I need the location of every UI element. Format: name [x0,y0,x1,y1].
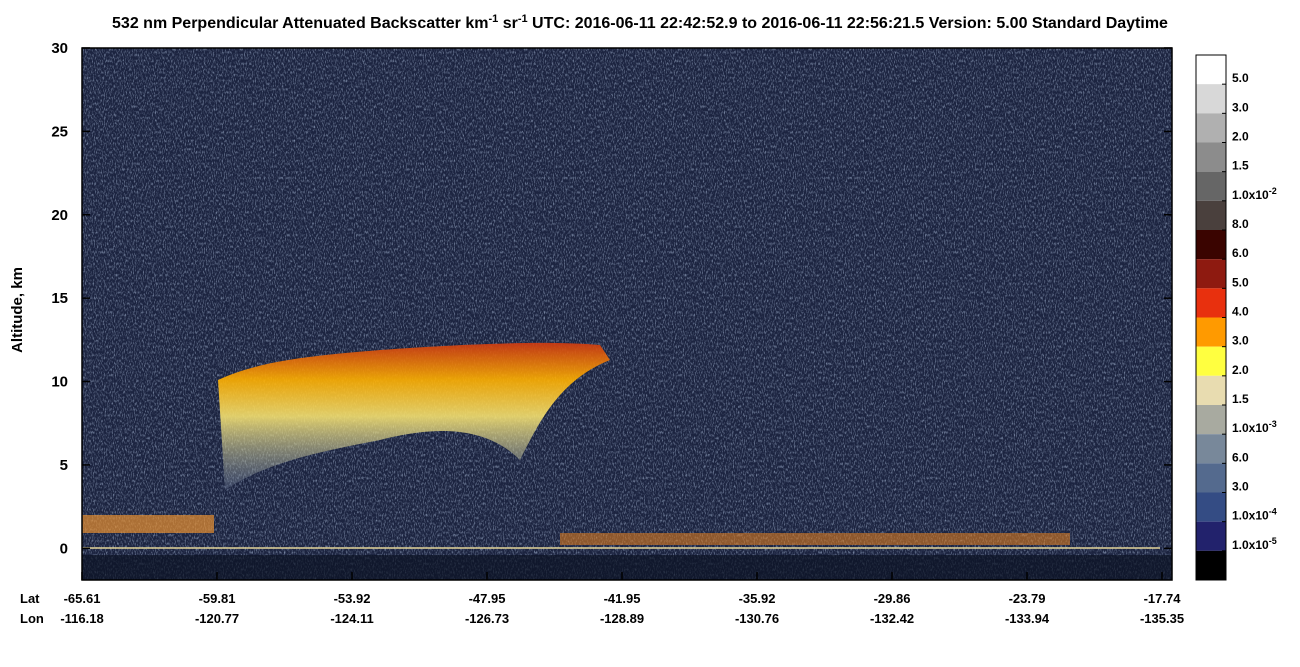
colorbar-box [1196,113,1226,143]
colorbar-label-text: 1.0x10 [1232,509,1269,523]
curtain-image [82,48,1172,580]
title-part: -1 [518,13,528,25]
lon-label: -132.42 [870,611,914,626]
colorbar-label-exponent: -3 [1269,419,1277,429]
colorbar-box [1196,521,1226,551]
colorbar-box [1196,84,1226,114]
colorbar-label: 3.0 [1232,100,1249,114]
colorbar-box [1196,375,1226,405]
colorbar-label-text: 3.0 [1232,100,1249,114]
colorbar-box [1196,142,1226,172]
colorbar-label: 6.0 [1232,246,1249,260]
colorbar-label-text: 1.5 [1232,392,1249,406]
y-tick-label: 15 [51,290,68,307]
colorbar-label-text: 2.0 [1232,130,1249,144]
lon-label: -130.76 [735,611,779,626]
colorbar-box [1196,346,1226,376]
y-tick-label: 30 [51,40,68,57]
colorbar-label-text: 1.0x10 [1232,188,1269,202]
colorbar-label: 2.0 [1232,130,1249,144]
colorbar-label: 1.0x10-2 [1232,186,1277,202]
title-part: 532 nm Perpendicular Attenuated Backscat… [112,15,488,32]
colorbar-label-text: 3.0 [1232,480,1249,494]
lat-label: -53.92 [334,591,371,606]
lat-label: -23.79 [1009,591,1046,606]
colorbar-box [1196,434,1226,464]
colorbar-box [1196,230,1226,260]
colorbar-label-text: 4.0 [1232,305,1249,319]
colorbar-label: 1.0x10-3 [1232,419,1277,435]
y-tick-label: 10 [51,374,68,391]
colorbar-label-text: 5.0 [1232,275,1249,289]
colorbar-label: 1.0x10-4 [1232,507,1277,523]
colorbar-label: 8.0 [1232,217,1249,231]
colorbar-label: 6.0 [1232,450,1249,464]
chart-title: 532 nm Perpendicular Attenuated Backscat… [112,13,1168,32]
colorbar-label-text: 6.0 [1232,450,1249,464]
lat-label: -47.95 [469,591,506,606]
colorbar-box [1196,200,1226,230]
colorbar-box [1196,171,1226,201]
colorbar-label-text: 6.0 [1232,246,1249,260]
colorbar-box [1196,550,1226,580]
x-row-name: Lat [20,591,40,606]
y-tick-label: 0 [60,540,68,557]
colorbar-label-text: 1.0x10 [1232,421,1269,435]
colorbar-label: 4.0 [1232,305,1249,319]
title-part: UTC: 2016-06-11 22:42:52.9 to 2016-06-11… [528,15,1168,32]
title-part: sr [498,15,518,32]
title-part: -1 [488,13,498,25]
colorbar-box [1196,288,1226,318]
colorbar-box [1196,317,1226,347]
colorbar-label: 1.0x10-5 [1232,536,1277,552]
colorbar-label-text: 2.0 [1232,363,1249,377]
colorbar-label-exponent: -4 [1269,507,1277,517]
colorbar-label-exponent: -5 [1269,536,1277,546]
lon-label: -120.77 [195,611,239,626]
colorbar-label: 3.0 [1232,334,1249,348]
colorbar-label-text: 8.0 [1232,217,1249,231]
lon-label: -135.35 [1140,611,1184,626]
lon-label: -133.94 [1005,611,1050,626]
lat-label: -59.81 [199,591,236,606]
lon-label: -126.73 [465,611,509,626]
colorbar-label-text: 1.0x10 [1232,538,1269,552]
colorbar-label: 2.0 [1232,363,1249,377]
lat-label: -35.92 [739,591,776,606]
lat-label: -65.61 [64,591,101,606]
plot-frame [81,47,1173,581]
lon-label: -124.11 [330,611,373,626]
colorbar-label: 1.5 [1232,159,1249,173]
colorbar-box [1196,259,1226,289]
lon-label: -116.18 [60,611,103,626]
colorbar-label: 1.5 [1232,392,1249,406]
colorbar-label: 5.0 [1232,71,1249,85]
colorbar-box [1196,405,1226,435]
x-row-name: Lon [20,611,44,626]
y-tick-label: 25 [51,123,68,140]
lon-label: -128.89 [600,611,644,626]
y-tick-label: 20 [51,207,68,224]
colorbar-box [1196,55,1226,85]
lat-label: -17.74 [1144,591,1182,606]
colorbar-label-text: 5.0 [1232,71,1249,85]
colorbar-label: 3.0 [1232,480,1249,494]
colorbar-label-text: 1.5 [1232,159,1249,173]
colorbar-box [1196,463,1226,493]
lat-label: -41.95 [604,591,641,606]
colorbar-box [1196,492,1226,522]
colorbar-label: 5.0 [1232,275,1249,289]
lat-label: -29.86 [874,591,911,606]
y-tick-label: 5 [60,457,68,474]
y-axis-label: Altitude, km [9,267,26,353]
colorbar-label-text: 3.0 [1232,334,1249,348]
colorbar-label-exponent: -2 [1269,186,1277,196]
